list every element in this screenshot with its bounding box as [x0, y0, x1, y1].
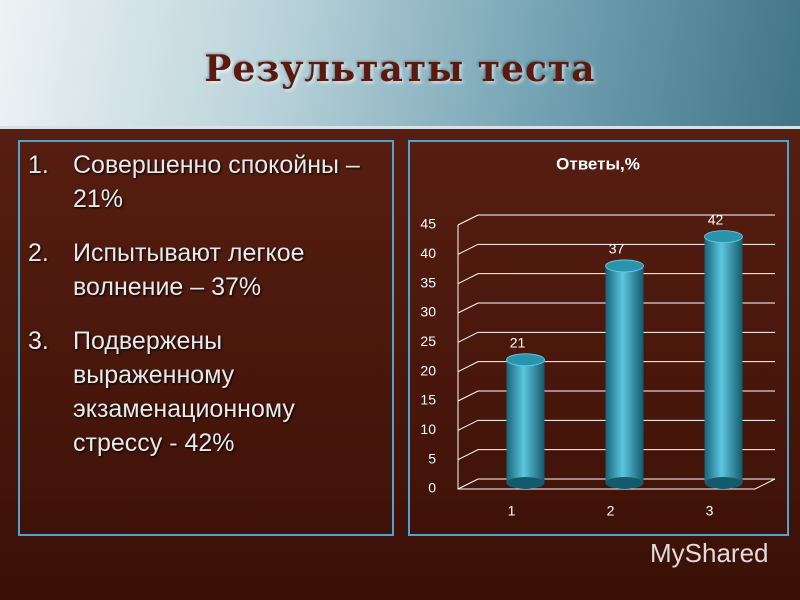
grid-line [457, 478, 775, 490]
grid-line [457, 419, 775, 431]
grid-line [457, 390, 775, 402]
grid-line [457, 361, 775, 373]
text-panel: 1. Совершенно спокойны – 21% 2. Испытывают… [18, 140, 394, 536]
item-number: 1. [28, 151, 49, 179]
grid-line [457, 449, 775, 461]
y-tick-label: 10 [420, 421, 436, 437]
axis-line [457, 225, 776, 490]
y-tick-label: 15 [420, 392, 436, 408]
y-tick-label: 30 [420, 304, 436, 320]
grid-line [457, 214, 775, 226]
data-label: 37 [609, 241, 625, 257]
item-text: Подвержены выраженному экзаменационному … [73, 327, 295, 457]
item-text: Совершенно спокойны – 21% [73, 151, 360, 213]
bar-top [506, 353, 545, 367]
x-tick-label: 2 [607, 503, 615, 519]
bar [704, 236, 743, 483]
item-number: 3. [28, 327, 49, 355]
x-tick-label: 3 [706, 503, 714, 519]
chart-title: Ответы,% [556, 154, 640, 173]
bar-top [605, 259, 644, 273]
item-number: 2. [28, 239, 49, 267]
y-tick-label: 0 [428, 480, 436, 496]
chart-panel [408, 140, 789, 536]
y-tick-label: 5 [428, 450, 436, 466]
watermark: MyShared [650, 538, 769, 568]
slide-title: Результаты теста [204, 48, 596, 90]
bar [605, 265, 644, 483]
x-tick-label: 1 [508, 503, 516, 519]
grid-line [457, 331, 775, 343]
y-tick-label: 45 [420, 216, 436, 232]
y-tick-label: 35 [420, 274, 436, 290]
bar [506, 359, 545, 483]
y-tick-label: 25 [420, 333, 436, 349]
data-label: 42 [708, 211, 724, 227]
header-banner [0, 0, 800, 129]
grid-line [457, 243, 775, 255]
bar-bottom [704, 477, 743, 489]
item-text: Испытывают легкое волнение – 37% [73, 239, 305, 301]
bar-bottom [605, 477, 644, 489]
y-tick-label: 20 [420, 362, 436, 378]
bar-top [704, 230, 743, 244]
data-label: 21 [510, 335, 526, 351]
y-tick-label: 40 [420, 245, 436, 261]
grid-line [457, 273, 775, 285]
bar-bottom [506, 477, 545, 489]
grid-line [457, 302, 775, 314]
